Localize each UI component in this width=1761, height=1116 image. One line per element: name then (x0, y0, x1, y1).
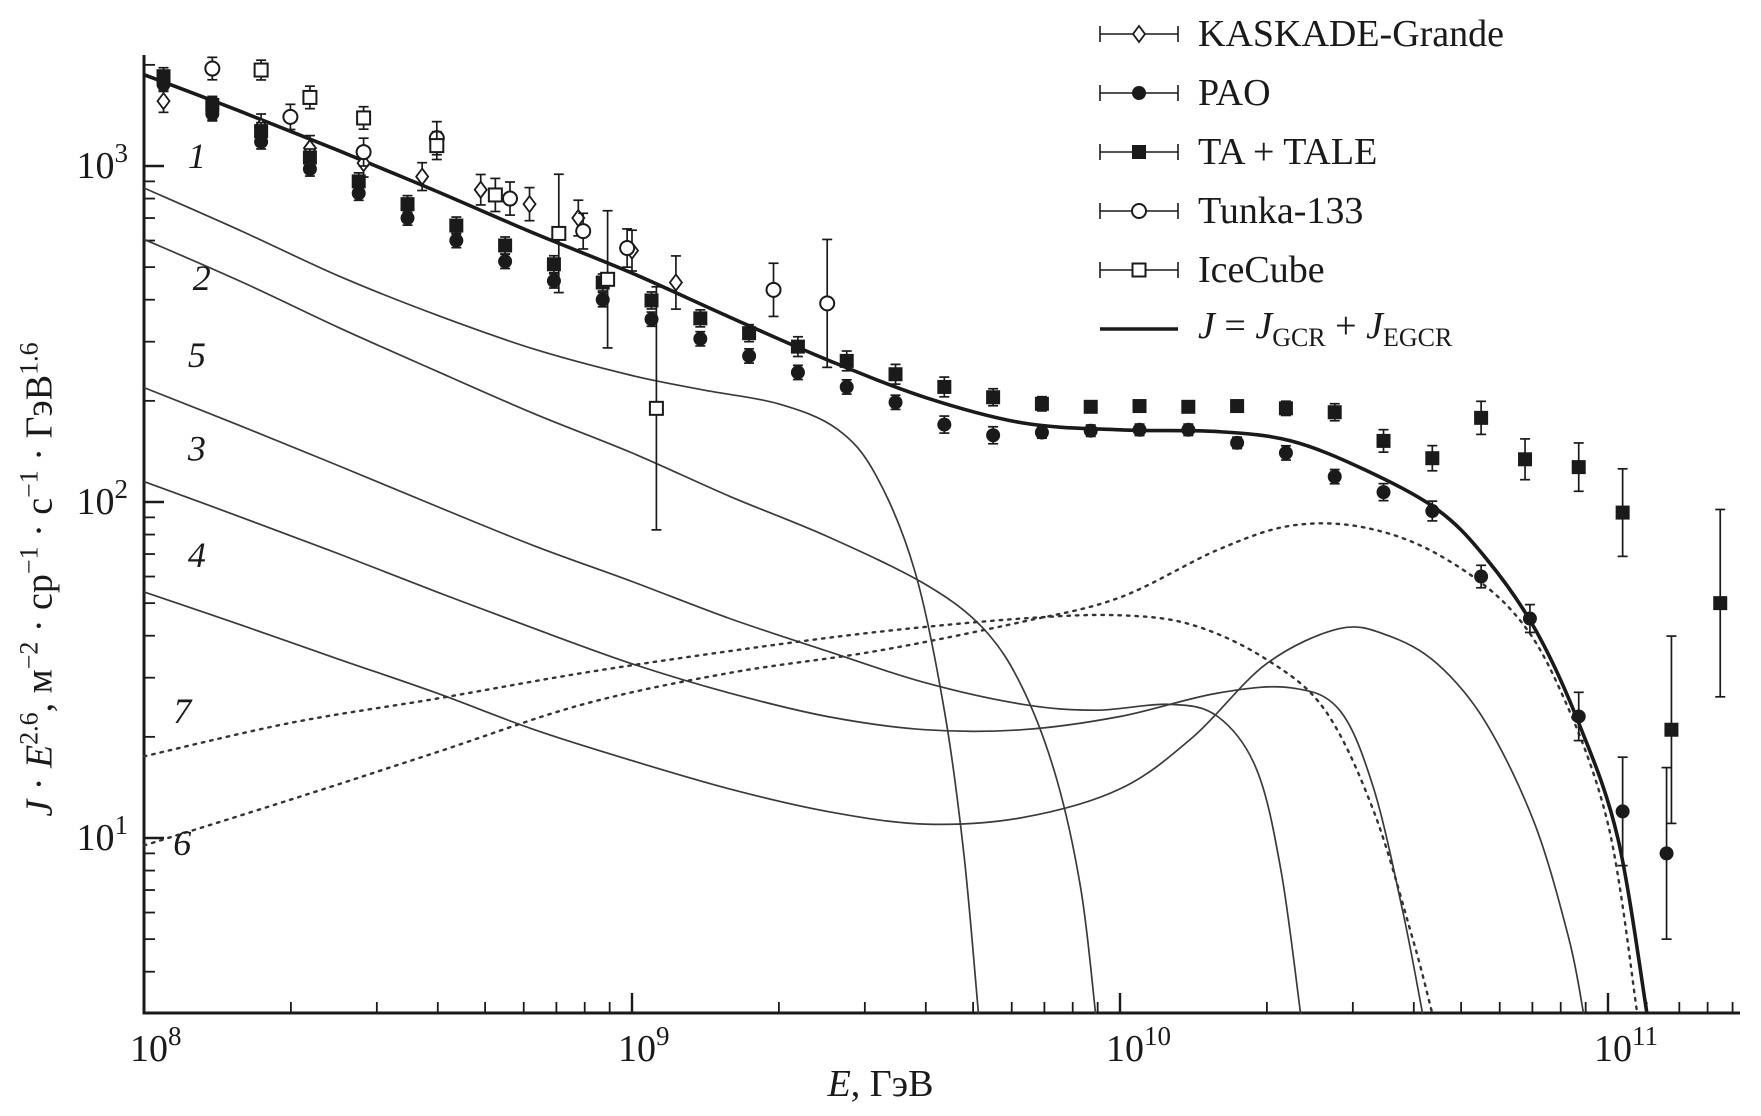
legend-label: TA + TALE (1198, 130, 1378, 173)
curve-label-3: 3 (187, 428, 206, 468)
open-diamond-icon (1096, 16, 1182, 52)
model-curve-component-2 (143, 238, 1097, 1014)
series-ta-tale (156, 66, 1728, 825)
filled-square-icon (1096, 134, 1182, 170)
legend-item-model-sum: J = JGCR + JEGCR (1096, 299, 1504, 358)
tick-labels: 108 109 1010 1011 103 102 101 (77, 138, 1659, 1070)
y-tick-label: 102 (77, 474, 129, 523)
curve-label-1: 1 (188, 136, 206, 176)
y-tick-label: 101 (77, 810, 129, 859)
model-curve-component-5 (143, 386, 1302, 1014)
legend-item-tunka-133: Tunka-133 (1096, 181, 1504, 240)
x-tick-label: 109 (618, 1021, 670, 1070)
curve-label-4: 4 (188, 535, 206, 575)
curve-label-6: 6 (173, 823, 191, 863)
model-curve-component-6 (142, 522, 1639, 1015)
curve-label-5: 5 (188, 335, 206, 375)
filled-circle-icon (1096, 75, 1182, 111)
curve-label-2: 2 (193, 258, 211, 298)
x-axis-title: E, ГэВ (0, 1062, 1761, 1106)
y-axis-title: J · E2.6, м−2 · ср−1 · с−1 · ГэВ1.6 (14, 342, 61, 817)
series-tunka-133 (204, 56, 836, 369)
legend-label: IceCube (1198, 248, 1325, 291)
open-square-icon (1096, 252, 1182, 288)
curve-number-labels: 1 2 5 3 4 7 6 (173, 136, 211, 863)
x-tick-label: 1010 (1106, 1021, 1171, 1070)
y-tick-label: 103 (77, 138, 129, 187)
model-curve-component-1 (143, 187, 980, 1014)
legend-formula: J = JGCR + JEGCR (1198, 305, 1453, 352)
x-tick-label: 1011 (1594, 1021, 1658, 1070)
legend-item-icecube: IceCube (1096, 240, 1504, 299)
legend-item-kaskade-grande: KASKADE-Grande (1096, 4, 1504, 63)
curve-label-7: 7 (173, 691, 193, 731)
legend-item-pao: PAO (1096, 63, 1504, 122)
legend-label: PAO (1198, 71, 1271, 114)
model-curve-component-3 (143, 480, 1424, 1014)
tick-marks (142, 63, 1734, 1013)
legend-label: Tunka-133 (1198, 189, 1364, 232)
x-tick-label: 108 (130, 1021, 182, 1070)
open-circle-icon (1096, 193, 1182, 229)
x-axis-units: , ГэВ (850, 1063, 934, 1105)
legend: KASKADE-Grande PAO TA + TALE Tunka-133 I… (1096, 4, 1504, 358)
solid-line-icon (1096, 311, 1182, 347)
model-curve-component-7 (142, 613, 1434, 1015)
legend-label: KASKADE-Grande (1198, 12, 1505, 55)
series-icecube (253, 59, 664, 531)
model-curve-component-4 (143, 591, 1585, 1014)
data-series (156, 56, 1728, 940)
series-pao (156, 76, 1674, 940)
legend-item-ta-tale: TA + TALE (1096, 122, 1504, 181)
x-axis-variable: E (827, 1063, 851, 1105)
